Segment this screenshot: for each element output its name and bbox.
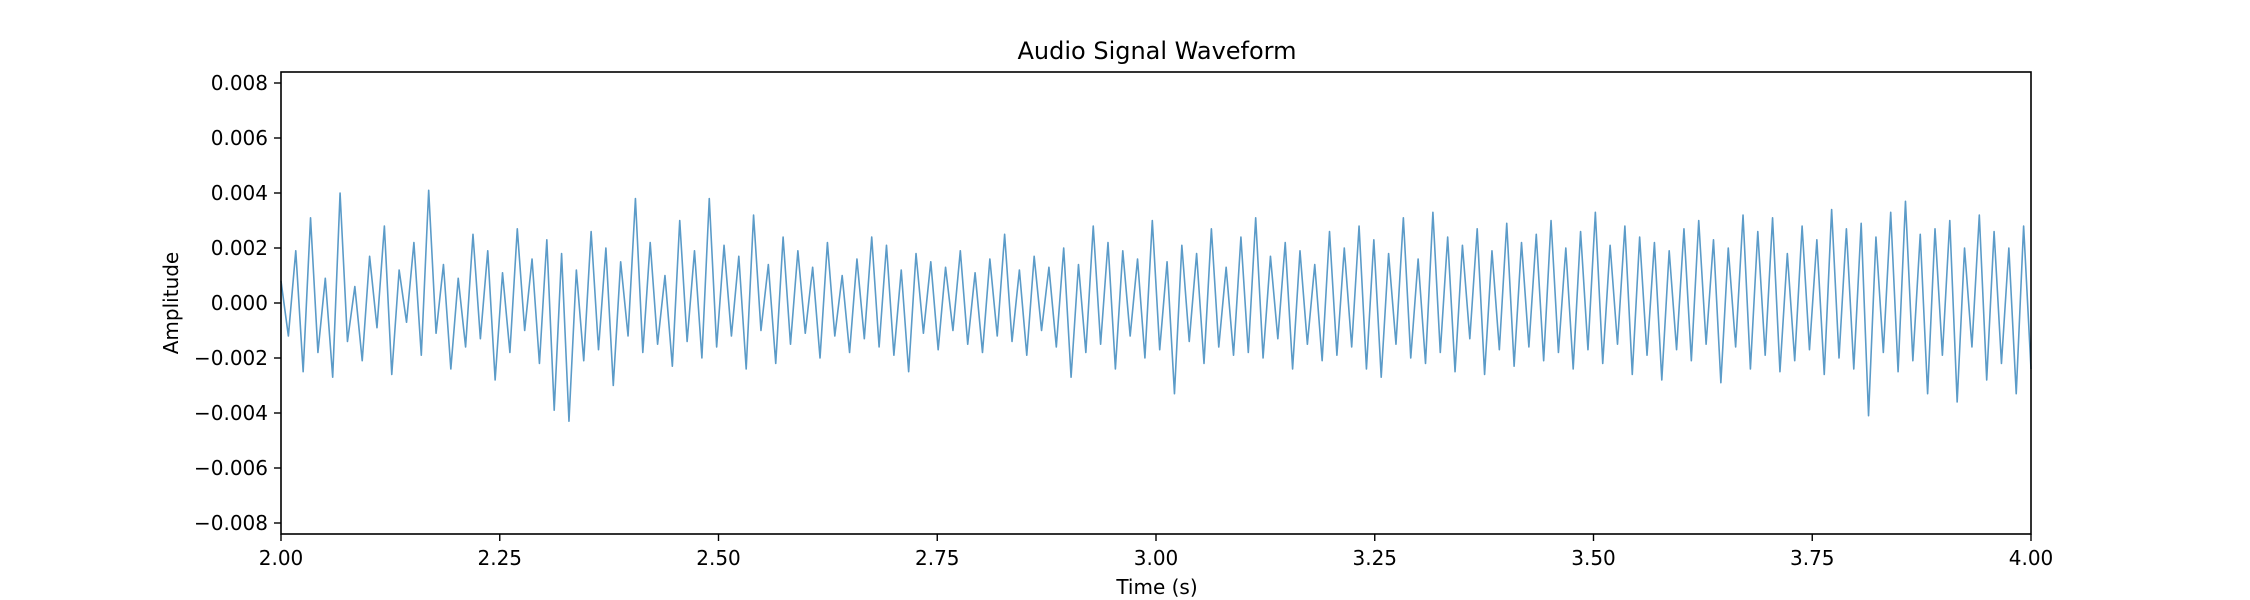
x-axis: 2.00 2.25 2.50 2.75 3.00 3.25 3.50 3.75 4.00 bbox=[259, 534, 2054, 570]
chart-title: Audio Signal Waveform bbox=[1017, 37, 1296, 65]
plot-background bbox=[281, 72, 2031, 534]
x-tick-label: 2.00 bbox=[259, 546, 304, 570]
waveform-series-line-0 bbox=[280, 189, 2032, 423]
y-tick-label: −0.006 bbox=[194, 456, 268, 480]
x-tick-label: 4.00 bbox=[2009, 546, 2054, 570]
y-tick-label: −0.002 bbox=[194, 346, 268, 370]
y-axis-label: Amplitude bbox=[159, 252, 183, 355]
x-axis-label: Time (s) bbox=[1115, 575, 1197, 599]
plot-area bbox=[280, 71, 2032, 535]
y-tick-label: 0.004 bbox=[211, 181, 268, 205]
y-tick-label: 0.000 bbox=[211, 291, 268, 315]
x-tick-label: 3.25 bbox=[1352, 546, 1397, 570]
x-tick-label: 2.25 bbox=[477, 546, 522, 570]
x-tick-label: 3.75 bbox=[1790, 546, 1835, 570]
y-tick-label: 0.002 bbox=[211, 236, 268, 260]
y-tick-label: −0.004 bbox=[194, 401, 268, 425]
series-layer bbox=[280, 189, 2032, 423]
y-tick-label: −0.008 bbox=[194, 511, 268, 535]
x-tick-label: 3.50 bbox=[1571, 546, 1616, 570]
x-tick-label: 2.75 bbox=[915, 546, 960, 570]
y-tick-label: 0.008 bbox=[211, 71, 268, 95]
y-axis: 0.008 0.006 0.004 0.002 0.000 −0.002 −0.004 −0.… bbox=[194, 71, 281, 535]
y-tick-label: 0.006 bbox=[211, 126, 268, 150]
x-tick-label: 2.50 bbox=[696, 546, 741, 570]
x-tick-label: 3.00 bbox=[1134, 546, 1179, 570]
